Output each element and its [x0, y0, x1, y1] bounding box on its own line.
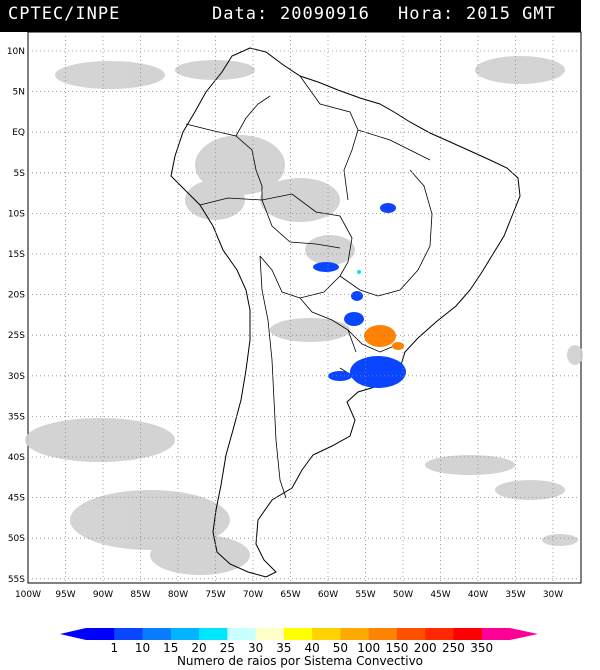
- colorbar-segment: [142, 628, 172, 640]
- longitude-label: 85W: [130, 590, 150, 600]
- date-label: Data:: [212, 4, 269, 24]
- colorbar-segment: [170, 628, 200, 640]
- colorbar: [60, 628, 538, 640]
- longitude-label: 30W: [543, 590, 563, 600]
- longitude-label: 100W: [15, 590, 41, 600]
- latitude-labels: 10N 5N EQ 5S 10S 15S 20S 25S 30S 35S 40S 45S 50S 55S: [7, 47, 25, 585]
- latitude-label: 35S: [8, 412, 25, 422]
- longitude-label: 35W: [505, 590, 525, 600]
- longitude-label: 65W: [280, 590, 300, 600]
- colorbar-arrow-left: [60, 628, 86, 640]
- cell-cluster: [364, 325, 396, 347]
- colorbar-tick-label: 250: [442, 641, 465, 655]
- latitude-label: 5S: [14, 169, 26, 179]
- colorbar-segment: [481, 628, 511, 640]
- time-value: 2015 GMT: [466, 4, 556, 24]
- colorbar-tick-label: 40: [304, 641, 320, 655]
- latitude-label: 30S: [8, 372, 25, 382]
- colorbar-caption: Numero de raios por Sistema Convectivo: [176, 654, 424, 668]
- colorbar-segment: [312, 628, 341, 640]
- date-value: 20090916: [280, 4, 370, 24]
- latitude-label: 10S: [8, 209, 25, 219]
- colorbar-segment: [368, 628, 398, 640]
- colorbar-tick-label: 100: [357, 641, 381, 655]
- longitude-labels: 100W 95W 90W 85W 80W 75W 70W 65W 60W 55W 50W 45W 40W…: [15, 590, 563, 600]
- colorbar-tick-label: 15: [163, 641, 179, 655]
- time-label: Hora:: [398, 4, 455, 24]
- longitude-label: 55W: [355, 590, 375, 600]
- colorbar-arrow-right: [510, 628, 538, 640]
- latitude-label: 55S: [8, 575, 25, 585]
- colorbar-tick-label: 150: [385, 641, 409, 655]
- colorbar-tick-label: 50: [332, 641, 349, 655]
- colorbar-segment: [86, 628, 115, 640]
- colorbar-tick-label: 20: [191, 641, 207, 655]
- colorbar-segment: [425, 628, 454, 640]
- latitude-label: 25S: [8, 331, 25, 341]
- map-frame: [27, 31, 582, 584]
- longitude-label: 75W: [205, 590, 225, 600]
- colorbar-segment: [114, 628, 144, 640]
- colorbar-tick-label: 10: [134, 641, 151, 655]
- longitude-label: 40W: [468, 590, 488, 600]
- cell-cluster: [351, 291, 363, 301]
- longitude-label: 60W: [318, 590, 338, 600]
- source-label: CPTEC/INPE: [8, 4, 121, 24]
- coastline: [170, 47, 521, 578]
- cell-cluster: [350, 356, 406, 388]
- latitude-label: 50S: [8, 534, 25, 544]
- cell-cluster: [380, 203, 396, 213]
- longitude-label: 70W: [243, 590, 263, 600]
- lightning-cells: [313, 203, 406, 388]
- colorbar-segment: [453, 628, 483, 640]
- colorbar-segment: [255, 628, 285, 640]
- cell-cluster: [357, 270, 361, 274]
- latitude-label: 40S: [8, 453, 25, 463]
- latitude-label: 10N: [7, 47, 25, 57]
- colorbar-tick-label: 30: [247, 641, 264, 655]
- colorbar-segment: [340, 628, 370, 640]
- latitude-label: 15S: [8, 250, 25, 260]
- colorbar-segment: [396, 628, 426, 640]
- title-bar: CPTEC/INPE Data: 20090916 Hora: 2015 GMT: [0, 0, 581, 32]
- colorbar-tick-label: 350: [470, 641, 494, 655]
- latitude-label: 45S: [8, 494, 25, 504]
- colorbar-tick-label: 35: [276, 641, 292, 655]
- latitude-label: EQ: [12, 128, 25, 138]
- longitude-label: 45W: [430, 590, 450, 600]
- colorbar-tick-label: 25: [219, 641, 235, 655]
- colorbar-tick-label: 200: [413, 641, 437, 655]
- longitude-label: 80W: [168, 590, 188, 600]
- colorbar-tick-label: 1: [110, 641, 119, 655]
- latitude-label: 5N: [13, 88, 25, 98]
- graticule: [28, 32, 581, 583]
- latitude-label: 20S: [8, 291, 25, 301]
- longitude-label: 50W: [393, 590, 413, 600]
- colorbar-segment: [227, 628, 257, 640]
- longitude-label: 95W: [55, 590, 75, 600]
- cell-cluster: [392, 342, 404, 350]
- cell-cluster: [344, 312, 364, 326]
- cell-cluster: [313, 262, 339, 272]
- colorbar-segment: [283, 628, 313, 640]
- longitude-label: 90W: [93, 590, 113, 600]
- colorbar-segment: [199, 628, 228, 640]
